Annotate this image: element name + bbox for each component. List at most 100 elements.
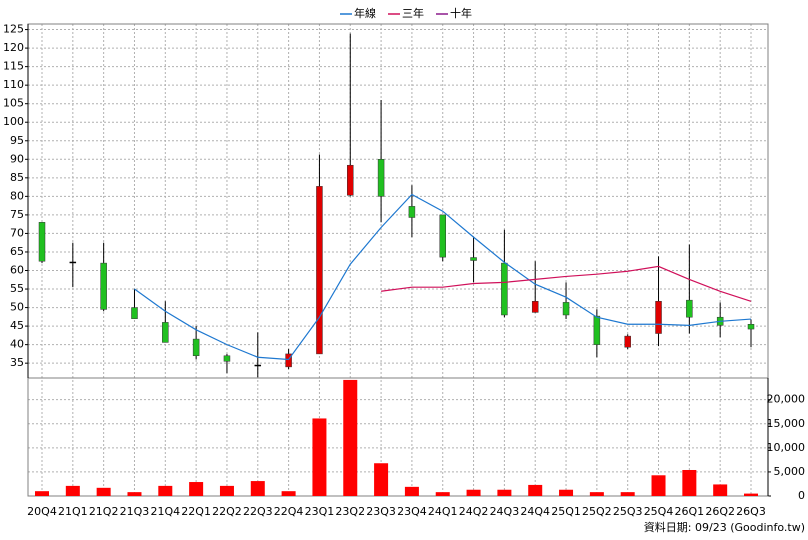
y-tick-label: 65 bbox=[10, 245, 24, 258]
candle-body bbox=[192, 338, 200, 357]
volume-bar bbox=[559, 489, 574, 496]
candle-body bbox=[747, 324, 755, 330]
volume-bar bbox=[250, 481, 265, 496]
candle-body bbox=[501, 262, 508, 316]
candle-body bbox=[316, 186, 323, 355]
y-tick-label: 85 bbox=[10, 171, 24, 184]
volume-bar bbox=[466, 489, 481, 496]
volume-bar bbox=[435, 492, 450, 496]
volume-bar bbox=[158, 485, 173, 496]
x-tick-label: 25Q1 bbox=[551, 505, 581, 518]
volume-bar bbox=[281, 491, 296, 496]
candle-body bbox=[470, 257, 477, 261]
y2-tick-label: 10,000 bbox=[767, 441, 806, 454]
candle-body bbox=[38, 222, 46, 262]
legend-label: 年線 bbox=[354, 6, 376, 20]
candle-body bbox=[655, 301, 662, 334]
candle-body bbox=[347, 164, 354, 196]
volume-bar bbox=[713, 484, 728, 496]
x-tick-label: 24Q4 bbox=[520, 505, 550, 518]
volume-bar bbox=[682, 469, 697, 496]
candle-body bbox=[439, 214, 446, 258]
x-tick-label: 24Q2 bbox=[459, 505, 489, 518]
candle-body bbox=[531, 301, 539, 313]
x-tick-label: 25Q4 bbox=[644, 505, 674, 518]
volume-bar bbox=[404, 486, 419, 496]
y-tick-label: 40 bbox=[10, 338, 24, 351]
volume-bar bbox=[620, 492, 635, 496]
x-tick-label: 25Q3 bbox=[613, 505, 643, 518]
x-tick-label: 26Q1 bbox=[675, 505, 705, 518]
y-tick-label: 70 bbox=[10, 226, 24, 239]
y2-tick-label: 5,000 bbox=[774, 465, 806, 478]
y-tick-label: 55 bbox=[10, 282, 24, 295]
y-tick-label: 45 bbox=[10, 319, 24, 332]
candle-body bbox=[408, 206, 416, 218]
candle-body bbox=[593, 315, 601, 345]
volume-bar bbox=[497, 489, 512, 496]
candle-body bbox=[562, 302, 570, 316]
y2-tick-label: 20,000 bbox=[767, 393, 806, 406]
x-tick-label: 24Q1 bbox=[428, 505, 458, 518]
candle-body bbox=[377, 159, 385, 197]
volume-bar bbox=[343, 379, 358, 496]
x-tick-label: 21Q4 bbox=[150, 505, 180, 518]
candle-body bbox=[100, 262, 107, 310]
candle-body bbox=[69, 261, 77, 264]
y2-tick-label: 0 bbox=[798, 489, 805, 502]
x-tick-label: 22Q4 bbox=[274, 505, 304, 518]
volume-bar bbox=[589, 492, 604, 496]
x-tick-label: 21Q1 bbox=[58, 505, 88, 518]
volume-bar bbox=[96, 487, 111, 496]
volume-bar bbox=[189, 482, 204, 496]
y-tick-label: 110 bbox=[3, 78, 24, 91]
legend-label: 三年 bbox=[402, 6, 424, 20]
candle-body bbox=[131, 307, 138, 319]
x-tick-label: 24Q3 bbox=[490, 505, 520, 518]
y-tick-label: 120 bbox=[3, 41, 24, 54]
candle-body bbox=[686, 299, 693, 318]
candle-body bbox=[624, 335, 631, 348]
volume-bar bbox=[65, 485, 80, 496]
volume-bar bbox=[35, 491, 49, 496]
volume-bar bbox=[651, 475, 666, 496]
volume-bar bbox=[528, 484, 543, 496]
x-tick-label: 22Q3 bbox=[243, 505, 273, 518]
legend-label: 十年 bbox=[450, 6, 472, 20]
x-tick-label: 26Q3 bbox=[736, 505, 766, 518]
volume-bar bbox=[744, 493, 758, 496]
candle-body bbox=[285, 353, 292, 368]
x-tick-label: 23Q2 bbox=[335, 505, 365, 518]
x-tick-label: 25Q2 bbox=[582, 505, 612, 518]
series-line bbox=[381, 265, 752, 302]
candle-body bbox=[254, 364, 262, 367]
x-tick-label: 20Q4 bbox=[27, 505, 57, 518]
y-tick-label: 50 bbox=[10, 301, 24, 314]
volume-bar bbox=[127, 492, 142, 496]
candle-body bbox=[162, 322, 169, 343]
x-tick-label: 23Q4 bbox=[397, 505, 427, 518]
x-tick-label: 22Q1 bbox=[181, 505, 211, 518]
x-tick-label: 21Q2 bbox=[89, 505, 119, 518]
x-tick-label: 21Q3 bbox=[120, 505, 150, 518]
candle-body bbox=[223, 355, 231, 362]
y-tick-label: 100 bbox=[3, 115, 24, 128]
x-tick-label: 22Q2 bbox=[212, 505, 242, 518]
y-tick-label: 115 bbox=[3, 60, 24, 73]
y2-tick-label: 15,000 bbox=[767, 417, 806, 430]
footnote: 資料日期: 09/23 (Goodinfo.tw) bbox=[644, 520, 805, 534]
y-tick-label: 75 bbox=[10, 208, 24, 221]
y-tick-label: 125 bbox=[3, 23, 24, 36]
volume-bar bbox=[219, 485, 234, 496]
y-tick-label: 35 bbox=[10, 356, 24, 369]
x-tick-label: 26Q2 bbox=[705, 505, 735, 518]
volume-bar bbox=[312, 418, 327, 496]
y-tick-label: 90 bbox=[10, 152, 24, 165]
y-tick-label: 105 bbox=[3, 97, 24, 110]
x-tick-label: 23Q1 bbox=[305, 505, 335, 518]
x-tick-label: 23Q3 bbox=[366, 505, 396, 518]
y-tick-label: 60 bbox=[10, 264, 24, 277]
y-tick-label: 80 bbox=[10, 189, 24, 202]
